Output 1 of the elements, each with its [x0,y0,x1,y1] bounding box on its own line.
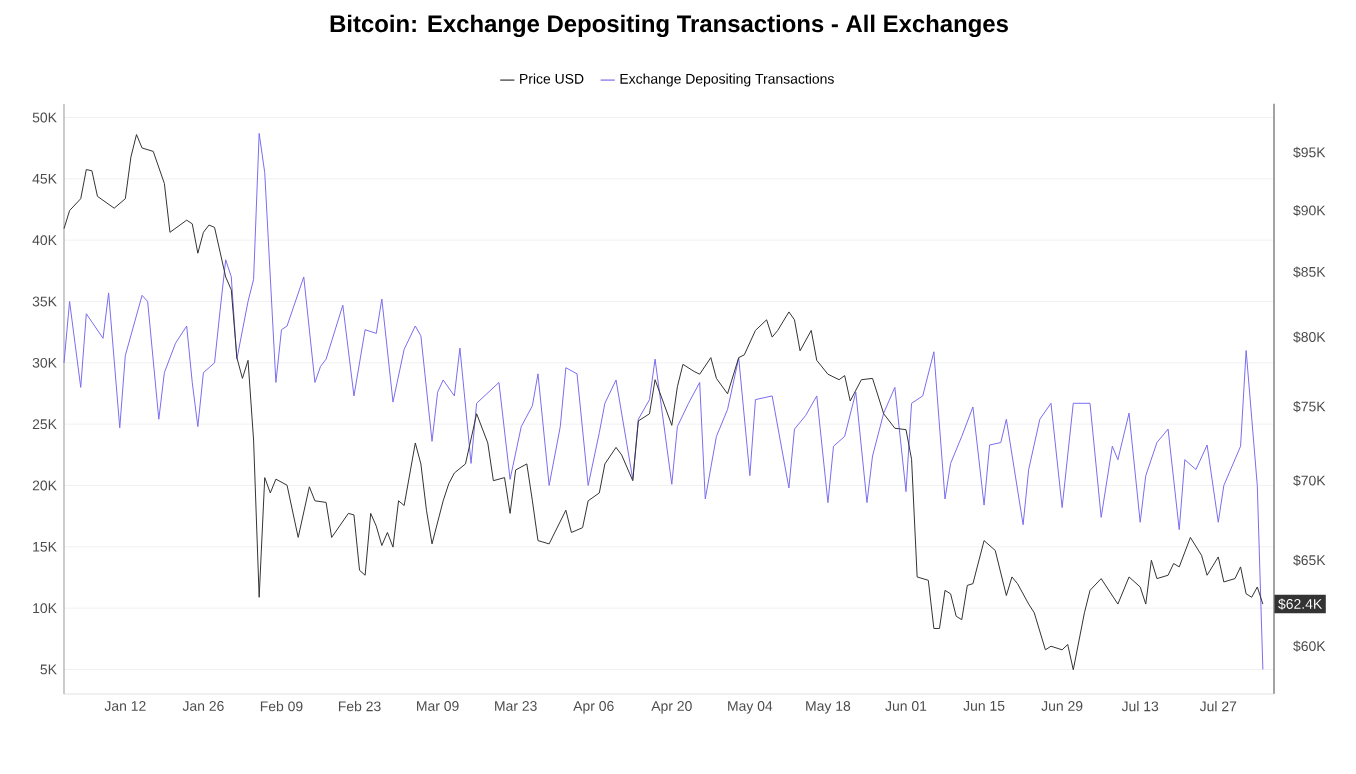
chart-title: Bitcoin: Exchange Depositing Transactions - All Exchanges [330,14,1008,38]
